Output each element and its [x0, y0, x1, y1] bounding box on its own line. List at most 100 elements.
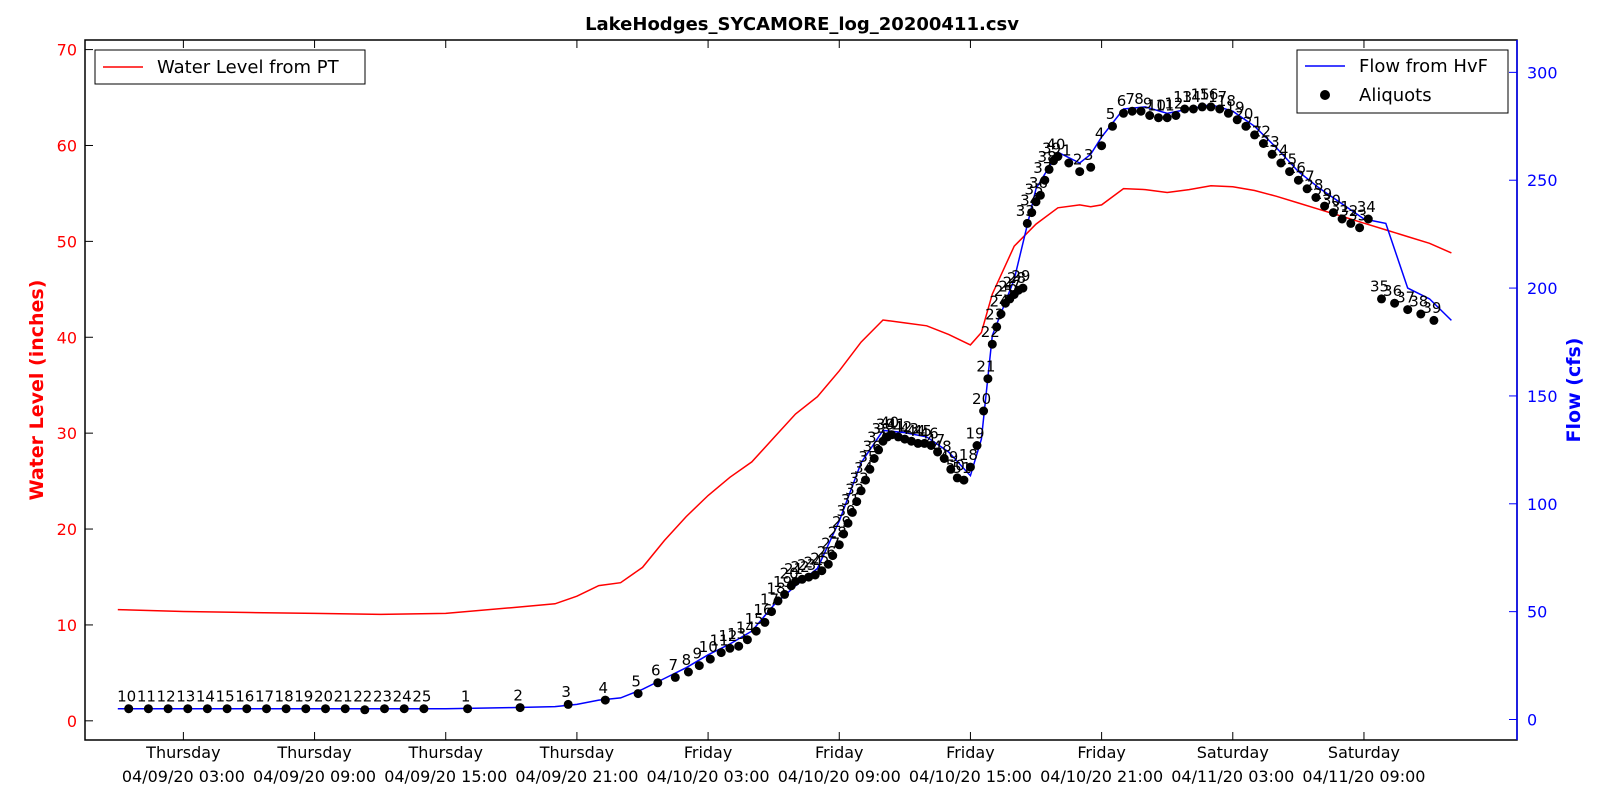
aliquot-label: 18: [959, 446, 978, 464]
right-tick-label: 200: [1527, 279, 1558, 298]
x-tick-day-label: Thursday: [145, 743, 220, 762]
right-axis: 0 50 100 150 200 250 300: [1509, 40, 1558, 740]
aliquot-point: [1018, 283, 1028, 293]
aliquot-label: 39: [876, 416, 895, 434]
aliquot-label: 40: [1046, 135, 1065, 153]
aliquot-point: [1258, 139, 1268, 148]
aliquot-point: [683, 667, 693, 677]
aliquot-point: [1086, 162, 1096, 172]
aliquot-label: 15: [745, 610, 764, 628]
x-tick-day-label: Saturday: [1197, 743, 1269, 762]
aliquot-point: [183, 704, 193, 714]
aliquot-label: 1: [461, 688, 471, 706]
aliquot-point: [760, 617, 770, 627]
aliquot-point: [1215, 104, 1225, 114]
aliquot-point: [839, 529, 849, 539]
aliquot-label: 24: [393, 688, 412, 706]
aliquot-point: [742, 635, 752, 645]
aliquot-label: 42: [893, 418, 912, 436]
aliquot-point: [1171, 111, 1181, 120]
right-tick-label: 150: [1527, 387, 1558, 406]
aliquot-point: [262, 704, 271, 714]
chart-title: LakeHodges_SYCAMORE_log_20200411.csv: [585, 14, 1019, 35]
aliquot-point: [734, 641, 744, 651]
aliquot-label: 14: [1182, 88, 1201, 106]
left-tick-label: 50: [57, 232, 77, 251]
aliquot-label: 10: [1147, 96, 1166, 114]
aliquot-label: 10: [117, 688, 136, 706]
aliquot-point: [1197, 102, 1207, 112]
right-tick-label: 100: [1527, 495, 1558, 514]
legend-aliquots-label: Aliquots: [1359, 85, 1432, 106]
aliquot-point: [124, 704, 134, 714]
aliquot-point: [222, 704, 232, 714]
aliquot-label: 25: [1278, 150, 1297, 168]
aliquot-label: 11: [1156, 96, 1175, 114]
aliquot-label: 8: [682, 651, 692, 669]
left-tick-label: 40: [57, 328, 77, 347]
aliquot-point: [143, 704, 153, 714]
aliquot-point: [716, 648, 726, 658]
aliquot-point: [1232, 115, 1242, 125]
aliquot-label: 27: [1003, 273, 1022, 291]
aliquot-point: [1053, 152, 1063, 161]
aliquot-label: 16: [235, 688, 254, 706]
aliquot-label: 20: [780, 565, 799, 583]
legend-flow-label: Flow from HvF: [1359, 56, 1488, 77]
x-tick-day-label: Thursday: [276, 743, 351, 762]
aliquot-point: [1035, 190, 1045, 200]
x-tick-date-label: 04/11/20 03:00: [1171, 767, 1294, 786]
aliquot-label: 31: [1331, 198, 1350, 216]
aliquot-point: [340, 704, 350, 714]
aliquot-label: 12: [718, 627, 737, 645]
aliquot-label: 22: [353, 688, 372, 706]
x-tick-day-label: Thursday: [539, 743, 614, 762]
aliquot-label: 34: [854, 459, 873, 477]
aliquot-label: 24: [1269, 142, 1288, 160]
aliquot-point: [1162, 113, 1172, 123]
legend-right: Flow from HvF Aliquots: [1296, 49, 1509, 114]
aliquot-point: [1136, 106, 1146, 116]
aliquot-point: [1346, 218, 1356, 228]
x-tick-date-label: 04/09/20 03:00: [122, 767, 245, 786]
aliquot-point: [979, 406, 989, 416]
aliquot-point: [1154, 113, 1163, 123]
aliquot-label: 16: [753, 601, 772, 619]
right-tick-label: 50: [1527, 603, 1547, 622]
aliquot-label: 20: [314, 688, 333, 706]
aliquot-label: 22: [791, 558, 810, 576]
aliquot-label: 46: [920, 424, 939, 442]
aliquot-label: 3: [561, 683, 571, 701]
aliquot-label: 37: [1396, 288, 1415, 306]
legend-water-level-label: Water Level from PT: [157, 57, 340, 78]
aliquot-label: 4: [1095, 125, 1105, 143]
aliquot-labels: 10 11 12 13 14 15 16 17 18 19 20 21 22 23 24 25 1 2 3 4 56 7 8…: [117, 86, 1441, 706]
aliquot-label: 9: [693, 644, 703, 662]
aliquot-point: [817, 566, 827, 576]
x-tick-day-label: Friday: [815, 743, 864, 762]
aliquot-label: 33: [1348, 206, 1367, 224]
x-tick-date-label: 04/10/20 03:00: [647, 767, 770, 786]
aliquot-label: 39: [1422, 299, 1441, 317]
aliquot-point: [1337, 214, 1347, 224]
aliquot-label: 23: [373, 688, 392, 706]
aliquot-point: [1311, 193, 1321, 202]
aliquot-point: [1403, 305, 1413, 315]
aliquot-label: 38: [871, 420, 890, 438]
flow-line: [117, 103, 1452, 710]
aliquot-label: 32: [1339, 202, 1358, 220]
aliquot-point: [399, 704, 409, 714]
y-axis-label-left: Water Level (inches): [26, 280, 48, 501]
aliquot-point: [810, 570, 820, 580]
aliquot-label: 33: [850, 470, 869, 488]
aliquot-point: [515, 703, 525, 713]
aliquot-point: [926, 441, 936, 450]
aliquot-label: 17: [255, 688, 274, 706]
aliquot-point: [705, 654, 715, 664]
aliquot-point: [933, 447, 943, 457]
aliquot-label: 29: [1313, 185, 1332, 203]
aliquot-point: [965, 462, 975, 472]
aliquot-point: [828, 551, 838, 561]
aliquot-label: 22: [1252, 122, 1271, 140]
